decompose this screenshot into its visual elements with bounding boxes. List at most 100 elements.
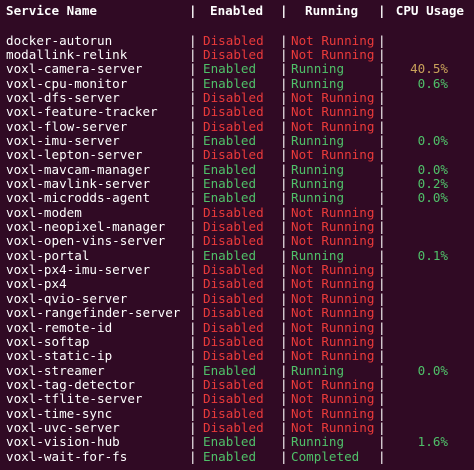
service-row: voxl-flow-server | Disabled | Not Running | — [0, 118, 474, 134]
cpu-usage: 0.0% — [417, 362, 448, 378]
service-row: voxl-px4-imu-server | Disabled | Not Running… — [0, 262, 474, 278]
header-separator: | — [378, 3, 386, 18]
enabled-status: Disabled — [203, 233, 264, 249]
service-name: voxl-dfs-server — [6, 89, 120, 105]
column-separator: | — [280, 190, 288, 206]
service-name: voxl-open-vins-server — [6, 233, 166, 249]
header-running: Running — [305, 3, 359, 18]
column-separator: | — [378, 348, 386, 364]
enabled-status: Disabled — [203, 319, 264, 335]
column-separator: | — [189, 190, 197, 206]
column-separator: | — [280, 161, 288, 177]
column-separator: | — [378, 319, 386, 335]
column-separator: | — [280, 290, 288, 306]
column-separator: | — [378, 405, 386, 421]
service-row: voxl-px4 | Disabled | Not Running | — [0, 276, 474, 292]
header-separator: | — [189, 3, 197, 18]
service-name: voxl-neopixel-manager — [6, 219, 166, 235]
enabled-status: Disabled — [203, 104, 264, 120]
column-separator: | — [189, 247, 197, 263]
column-separator: | — [280, 319, 288, 335]
running-status: Not Running — [291, 419, 375, 435]
column-separator: | — [378, 247, 386, 263]
column-separator: | — [189, 161, 197, 177]
running-status: Not Running — [291, 118, 375, 134]
service-row: voxl-open-vins-server | Disabled | Not Runni… — [0, 233, 474, 249]
running-status: Not Running — [291, 405, 375, 421]
column-separator: | — [280, 391, 288, 407]
service-name: voxl-wait-for-fs — [6, 448, 128, 464]
service-row: voxl-portal | Enabled | Running | 0.1% — [0, 247, 474, 263]
cpu-usage: 0.6% — [417, 75, 448, 91]
service-name: voxl-tag-detector — [6, 376, 135, 392]
service-row: voxl-vision-hub | Enabled | Running | 1.6% — [0, 434, 474, 450]
enabled-status: Disabled — [203, 118, 264, 134]
service-name: voxl-softap — [6, 333, 90, 349]
service-row: voxl-qvio-server | Disabled | Not Running | — [0, 290, 474, 306]
column-separator: | — [280, 333, 288, 349]
column-separator: | — [378, 147, 386, 163]
column-separator: | — [189, 89, 197, 105]
column-separator: | — [280, 147, 288, 163]
column-separator: | — [378, 32, 386, 48]
column-separator: | — [378, 305, 386, 321]
column-separator: | — [280, 247, 288, 263]
enabled-status: Disabled — [203, 276, 264, 292]
column-separator: | — [280, 305, 288, 321]
header-cpu-usage: CPU Usage — [395, 3, 464, 18]
column-separator: | — [378, 61, 386, 77]
enabled-status: Enabled — [203, 434, 257, 450]
running-status: Not Running — [291, 32, 375, 48]
column-separator: | — [189, 262, 197, 278]
running-status: Running — [291, 247, 345, 263]
service-row: voxl-remote-id | Disabled | Not Running | — [0, 319, 474, 335]
service-row: voxl-lepton-server | Disabled | Not Running | — [0, 147, 474, 163]
column-separator: | — [189, 46, 197, 62]
column-separator: | — [189, 276, 197, 292]
service-name: voxl-tflite-server — [6, 391, 143, 407]
service-name: voxl-cpu-monitor — [6, 75, 128, 91]
running-status: Not Running — [291, 147, 375, 163]
cpu-usage: 0.0% — [417, 161, 448, 177]
column-separator: | — [189, 118, 197, 134]
running-status: Not Running — [291, 89, 375, 105]
enabled-status: Enabled — [203, 161, 257, 177]
column-separator: | — [189, 362, 197, 378]
service-row: voxl-cpu-monitor | Enabled | Running | 0.6% — [0, 75, 474, 91]
running-status: Not Running — [291, 290, 375, 306]
service-name: voxl-mavlink-server — [6, 176, 151, 191]
column-separator: | — [378, 262, 386, 278]
column-separator: | — [378, 219, 386, 235]
running-status: Not Running — [291, 391, 375, 407]
cpu-usage: 0.1% — [417, 247, 448, 263]
column-separator: | — [378, 132, 386, 148]
service-name: voxl-static-ip — [6, 348, 113, 364]
enabled-status: Enabled — [203, 132, 257, 148]
header-enabled: Enabled — [210, 3, 264, 18]
service-name: voxl-camera-server — [6, 61, 143, 77]
service-row: voxl-feature-tracker | Disabled | Not Runnin… — [0, 104, 474, 120]
column-separator: | — [189, 147, 197, 163]
column-separator: | — [189, 290, 197, 306]
column-separator: | — [378, 190, 386, 206]
cpu-usage: 0.0% — [417, 190, 448, 206]
column-separator: | — [280, 276, 288, 292]
column-separator: | — [378, 376, 386, 392]
column-separator: | — [378, 233, 386, 249]
service-row: voxl-wait-for-fs | Enabled | Completed | — [0, 448, 474, 464]
column-separator: | — [378, 176, 386, 191]
running-status: Running — [291, 362, 345, 378]
column-separator: | — [378, 46, 386, 62]
column-separator: | — [280, 448, 288, 464]
running-status: Completed — [291, 448, 360, 464]
service-row: voxl-time-sync | Disabled | Not Running | — [0, 405, 474, 421]
running-status: Not Running — [291, 104, 375, 120]
service-row: voxl-tflite-server | Disabled | Not Running | — [0, 391, 474, 407]
enabled-status: Disabled — [203, 348, 264, 364]
service-row: voxl-rangefinder-server | Disabled | Not Run… — [0, 305, 474, 321]
enabled-status: Enabled — [203, 448, 257, 464]
column-separator: | — [280, 219, 288, 235]
column-separator: | — [189, 61, 197, 77]
service-name: voxl-vision-hub — [6, 434, 120, 450]
